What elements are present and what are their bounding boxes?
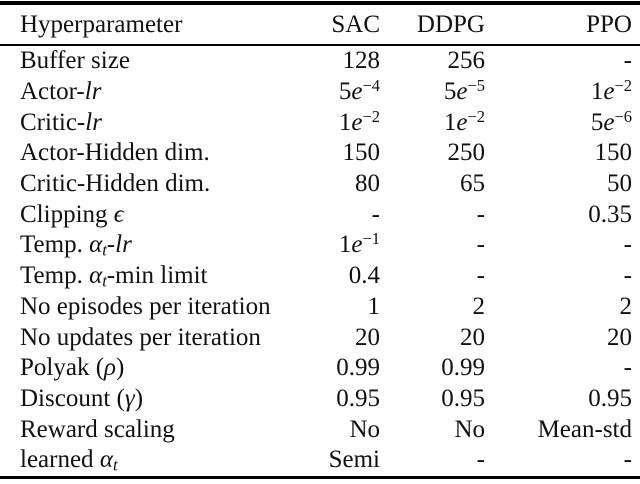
row-label: Discount (γ) bbox=[20, 384, 144, 412]
row-label: Temp. αt-lr bbox=[20, 231, 132, 260]
cell-ppo: - bbox=[623, 446, 632, 474]
cell-ddpg: 65 bbox=[460, 170, 485, 198]
row-label: Reward scaling bbox=[20, 415, 175, 443]
cell-sac: 1e−1 bbox=[338, 229, 380, 259]
row-label: Actor-Hidden dim. bbox=[20, 139, 210, 167]
cell-ppo: 0.35 bbox=[588, 200, 632, 228]
cell-ppo: - bbox=[623, 354, 632, 382]
cell-ddpg: - bbox=[476, 262, 485, 290]
cell-ppo: - bbox=[623, 231, 632, 259]
row-label: Critic-lr bbox=[20, 108, 102, 136]
table-row: No episodes per iteration 1 2 2 bbox=[0, 292, 640, 323]
cell-sac: 150 bbox=[342, 139, 381, 167]
cell-ddpg: 2 bbox=[472, 292, 486, 320]
row-label: No updates per iteration bbox=[20, 323, 261, 351]
cell-sac: 1 bbox=[367, 292, 381, 320]
column-header-hyperparameter: Hyperparameter bbox=[0, 5, 280, 46]
cell-sac: 128 bbox=[342, 47, 381, 75]
cell-ppo: 1e−2 bbox=[590, 75, 632, 106]
row-label: Actor-lr bbox=[20, 78, 102, 106]
cell-sac: 1e−2 bbox=[338, 106, 380, 136]
row-label: Temp. αt-min limit bbox=[20, 262, 208, 291]
table-row: Buffer size 128 256 - bbox=[0, 45, 640, 77]
header-row: Hyperparameter SAC DDPG PPO bbox=[0, 5, 640, 46]
cell-ddpg: 250 bbox=[447, 139, 486, 167]
cell-ddpg: 1e−2 bbox=[443, 106, 485, 136]
row-label: Polyak (ρ) bbox=[20, 354, 125, 382]
table-row: Clipping ϵ - - 0.35 bbox=[0, 199, 640, 230]
table-row: Critic-Hidden dim. 80 65 50 bbox=[0, 169, 640, 200]
cell-sac: 80 bbox=[355, 170, 380, 198]
table-header: Hyperparameter SAC DDPG PPO bbox=[0, 5, 640, 46]
cell-sac: 5e−4 bbox=[338, 75, 380, 106]
cell-ddpg: 0.99 bbox=[441, 354, 485, 382]
row-label: Clipping ϵ bbox=[20, 200, 124, 228]
cell-ppo: Mean-std bbox=[537, 415, 632, 443]
table-row: learned αt Semi - - bbox=[0, 445, 640, 477]
cell-ppo: - bbox=[623, 262, 632, 290]
cell-ddpg: 20 bbox=[460, 323, 485, 351]
table-row: Discount (γ) 0.95 0.95 0.95 bbox=[0, 384, 640, 415]
table-row: Temp. αt-min limit 0.4 - - bbox=[0, 261, 640, 292]
cell-sac: 20 bbox=[355, 323, 380, 351]
cell-sac: 0.99 bbox=[336, 354, 380, 382]
cell-ppo: 5e−6 bbox=[590, 106, 632, 136]
column-header-sac: SAC bbox=[280, 5, 380, 46]
table-top-rule bbox=[0, 1, 640, 5]
cell-ppo: 150 bbox=[594, 139, 633, 167]
cell-sac: 0.95 bbox=[336, 384, 380, 412]
cell-sac: No bbox=[349, 415, 380, 443]
cell-ddpg: 5e−5 bbox=[443, 75, 485, 106]
cell-ppo: 0.95 bbox=[588, 384, 632, 412]
cell-ddpg: - bbox=[476, 231, 485, 259]
table-row: Polyak (ρ) 0.99 0.99 - bbox=[0, 353, 640, 384]
cell-sac: - bbox=[371, 200, 380, 228]
cell-ddpg: 256 bbox=[447, 47, 486, 75]
row-label: learned αt bbox=[20, 446, 118, 475]
cell-ppo: 2 bbox=[619, 292, 633, 320]
cell-sac: Semi bbox=[328, 446, 380, 474]
cell-ppo: 20 bbox=[607, 323, 632, 351]
cell-ddpg: - bbox=[476, 446, 485, 474]
row-label: No episodes per iteration bbox=[20, 292, 271, 320]
cell-ppo: 50 bbox=[607, 170, 632, 198]
cell-ppo: - bbox=[623, 47, 632, 75]
table-row: No updates per iteration 20 20 20 bbox=[0, 322, 640, 353]
cell-ddpg: - bbox=[476, 200, 485, 228]
table-row: Actor-Hidden dim. 150 250 150 bbox=[0, 138, 640, 169]
column-header-ddpg: DDPG bbox=[380, 5, 485, 46]
cell-ddpg: 0.95 bbox=[441, 384, 485, 412]
table-body: Buffer size 128 256- Actor-lr 5e−4 5e−5 1e−2 Cr… bbox=[0, 45, 640, 477]
hyperparameter-table: Hyperparameter SAC DDPG PPO Buffer size 1… bbox=[0, 5, 640, 479]
row-label: Buffer size bbox=[20, 47, 130, 75]
table-row: Critic-lr 1e−2 1e−2 5e−6 bbox=[0, 107, 640, 138]
table-row: Actor-lr 5e−4 5e−5 1e−2 bbox=[0, 77, 640, 108]
table-row: Reward scaling No No Mean-std bbox=[0, 414, 640, 445]
table-row: Temp. αt-lr 1e−1 - - bbox=[0, 230, 640, 261]
cell-sac: 0.4 bbox=[348, 262, 380, 290]
row-label: Critic-Hidden dim. bbox=[20, 170, 211, 198]
column-header-ppo: PPO bbox=[485, 5, 640, 46]
cell-ddpg: No bbox=[454, 415, 485, 443]
